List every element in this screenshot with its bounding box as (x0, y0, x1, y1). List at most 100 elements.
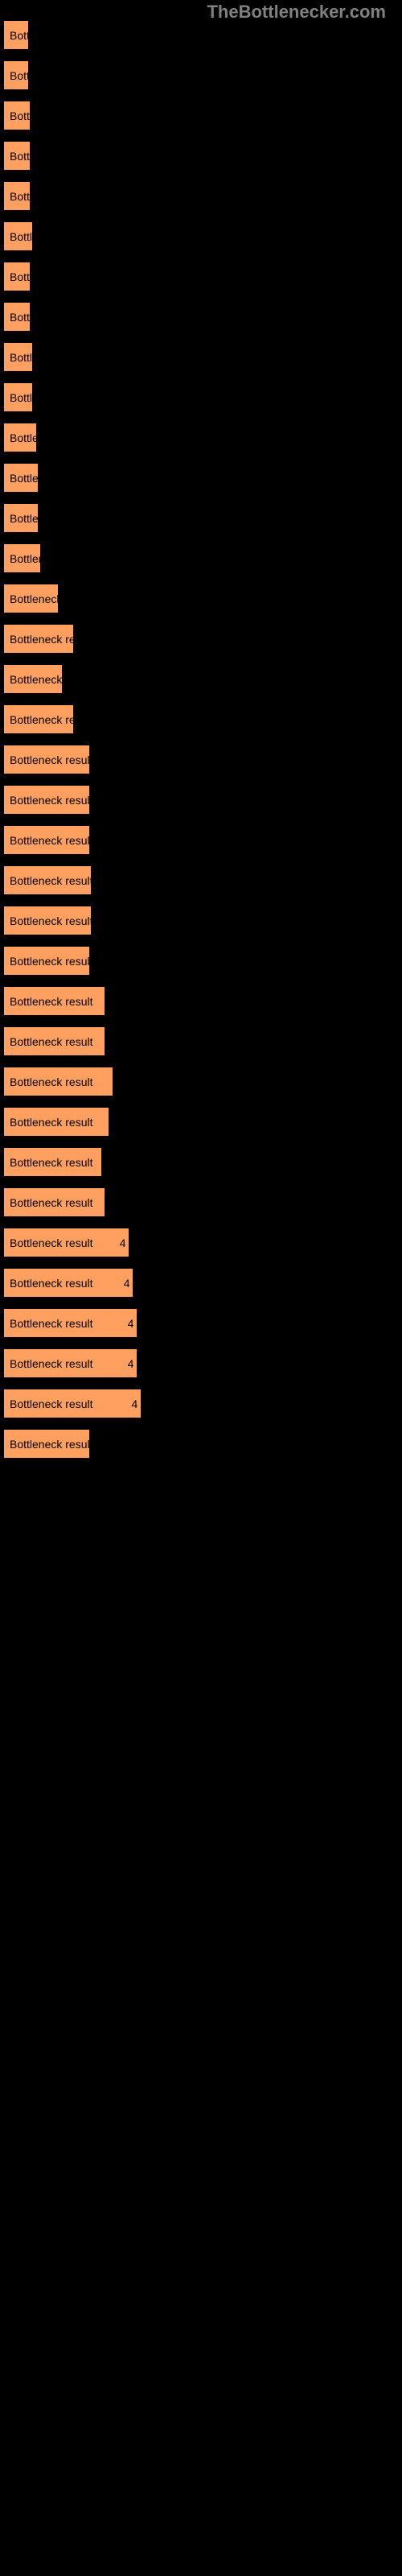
chart-row: Bottlene (3, 503, 399, 533)
row-label: Bottleneck result (10, 1035, 93, 1048)
row-label: Bottleneck result (10, 1317, 93, 1330)
chart-row: Bottlene (3, 463, 399, 493)
bar-wrapper: Bottleneck result 4 (3, 1308, 399, 1338)
chart-row: Bottleneck result4 (3, 1228, 399, 1257)
row-label: Bottlene (10, 431, 40, 444)
bar-wrapper: Bottl (3, 60, 399, 90)
chart-row: Bottleneck result (3, 1429, 399, 1459)
chart-row: Bottleneck result (3, 624, 399, 654)
chart-row: Bottleneck result (3, 1107, 399, 1137)
chart-row: Bottleneck result (3, 704, 399, 734)
chart-row: Bottleneck result (3, 946, 399, 976)
chart-row: Bottle (3, 342, 399, 372)
row-label: Bottleneck result (10, 753, 93, 766)
bar-wrapper: Bottleneck result (3, 785, 399, 815)
chart-row: Bottleneck result4 (3, 1389, 399, 1418)
row-label: Bottleneck result (10, 995, 93, 1008)
chart-row: Bottle (3, 101, 399, 130)
chart-row: Bottleneck result (3, 1187, 399, 1217)
chart-row: Bottlene (3, 543, 399, 573)
row-label: Bottleneck result (10, 834, 93, 847)
chart-row: Bottl (3, 20, 399, 50)
value-label: 4 (120, 1236, 126, 1249)
bar-wrapper: Bottleneck result4 (3, 1389, 399, 1418)
bar-wrapper: Bottle (3, 262, 399, 291)
chart-row: Bottler (3, 221, 399, 251)
chart-row: Bottle (3, 262, 399, 291)
bar-wrapper: Bottleneck result (3, 704, 399, 734)
chart-row: Bottleneck result (3, 986, 399, 1016)
chart-row: Bottleneck result (3, 906, 399, 935)
bar-wrapper: Bottleneck result (3, 1147, 399, 1177)
bar-wrapper: Bottle (3, 181, 399, 211)
bar-wrapper: Bottleneck result (3, 1107, 399, 1137)
row-label: Bottleneck result (10, 1196, 93, 1209)
chart-row: Bottler (3, 382, 399, 412)
bar-wrapper: Bottleneck result4 (3, 1348, 399, 1378)
row-label: Bottle (10, 351, 36, 364)
row-label: Bottler (10, 391, 36, 404)
row-label: Bottlene (10, 512, 42, 525)
row-label: Bottle (10, 270, 34, 283)
bar-wrapper: Bottle (3, 302, 399, 332)
chart-row: Bottleneck res (3, 664, 399, 694)
bar-wrapper: Bottle (3, 141, 399, 171)
bar-wrapper: Bottleneck result (3, 745, 399, 774)
row-label: Bottlene (10, 552, 44, 565)
chart-row: Bottle (3, 302, 399, 332)
row-label: Bottleneck result (10, 1116, 93, 1129)
chart-row: Bottleneck result (3, 1147, 399, 1177)
row-label: Bottleneck result (10, 955, 93, 968)
bar-wrapper: Bottlene (3, 423, 399, 452)
bar-wrapper: Bottleneck result 4 (3, 1268, 399, 1298)
bar-wrapper: Bottleneck result (3, 825, 399, 855)
chart-row: Bottl (3, 60, 399, 90)
row-label: Bottleneck result (10, 1277, 93, 1290)
chart-row: Bottleneck result (3, 865, 399, 895)
chart-row: Bottleneck re (3, 584, 399, 613)
bar-wrapper: Bottleneck result (3, 1067, 399, 1096)
bar-wrapper: Bottleneck result (3, 946, 399, 976)
value-label: 4 (124, 1277, 130, 1290)
bar-wrapper: Bottlene (3, 543, 399, 573)
row-label: Bottleneck result (10, 1397, 93, 1410)
row-label: Bottle (10, 190, 34, 203)
bar-wrapper: Bottle (3, 342, 399, 372)
row-label: Bottleneck result (10, 633, 77, 646)
row-label: Bottleneck result (10, 914, 93, 927)
bar-wrapper: Bottler (3, 221, 399, 251)
row-label: Bottl (10, 69, 32, 82)
chart-row: Bottleneck result (3, 785, 399, 815)
row-label: Bottleneck result (10, 874, 93, 887)
row-label: Bottleneck result (10, 1156, 93, 1169)
bar-wrapper: Bottleneck result (3, 1026, 399, 1056)
row-label: Bottle (10, 109, 34, 122)
bar-wrapper: Bottl (3, 20, 399, 50)
chart-row: Bottleneck result (3, 825, 399, 855)
row-label: Bottl (10, 29, 32, 42)
chart-row: Bottleneck result (3, 1026, 399, 1056)
row-label: Bottle (10, 150, 34, 163)
value-label: 4 (128, 1317, 134, 1330)
chart-row: Bottleneck result 4 (3, 1308, 399, 1338)
bar-wrapper: Bottle (3, 101, 399, 130)
chart-row: Bottle (3, 141, 399, 171)
bar-wrapper: Bottleneck res (3, 664, 399, 694)
row-label: Bottleneck result (10, 713, 77, 726)
row-label: Bottleneck result (10, 1438, 93, 1451)
bar-wrapper: Bottleneck result (3, 986, 399, 1016)
bar-wrapper: Bottleneck result (3, 624, 399, 654)
row-label: Bottleneck result (10, 794, 93, 807)
bar-wrapper: Bottlene (3, 463, 399, 493)
bar-wrapper: Bottleneck result4 (3, 1228, 399, 1257)
row-label: Bottleneck result (10, 1357, 93, 1370)
chart-row: Bottleneck result (3, 1067, 399, 1096)
bar-wrapper: Bottler (3, 382, 399, 412)
chart-row: Bottleneck result 4 (3, 1268, 399, 1298)
bar-wrapper: Bottleneck result (3, 1429, 399, 1459)
chart-row: Bottle (3, 181, 399, 211)
row-label: Bottleneck res (10, 673, 66, 686)
chart-row: Bottlene (3, 423, 399, 452)
chart-row: Bottleneck result4 (3, 1348, 399, 1378)
row-label: Bottle (10, 311, 34, 324)
